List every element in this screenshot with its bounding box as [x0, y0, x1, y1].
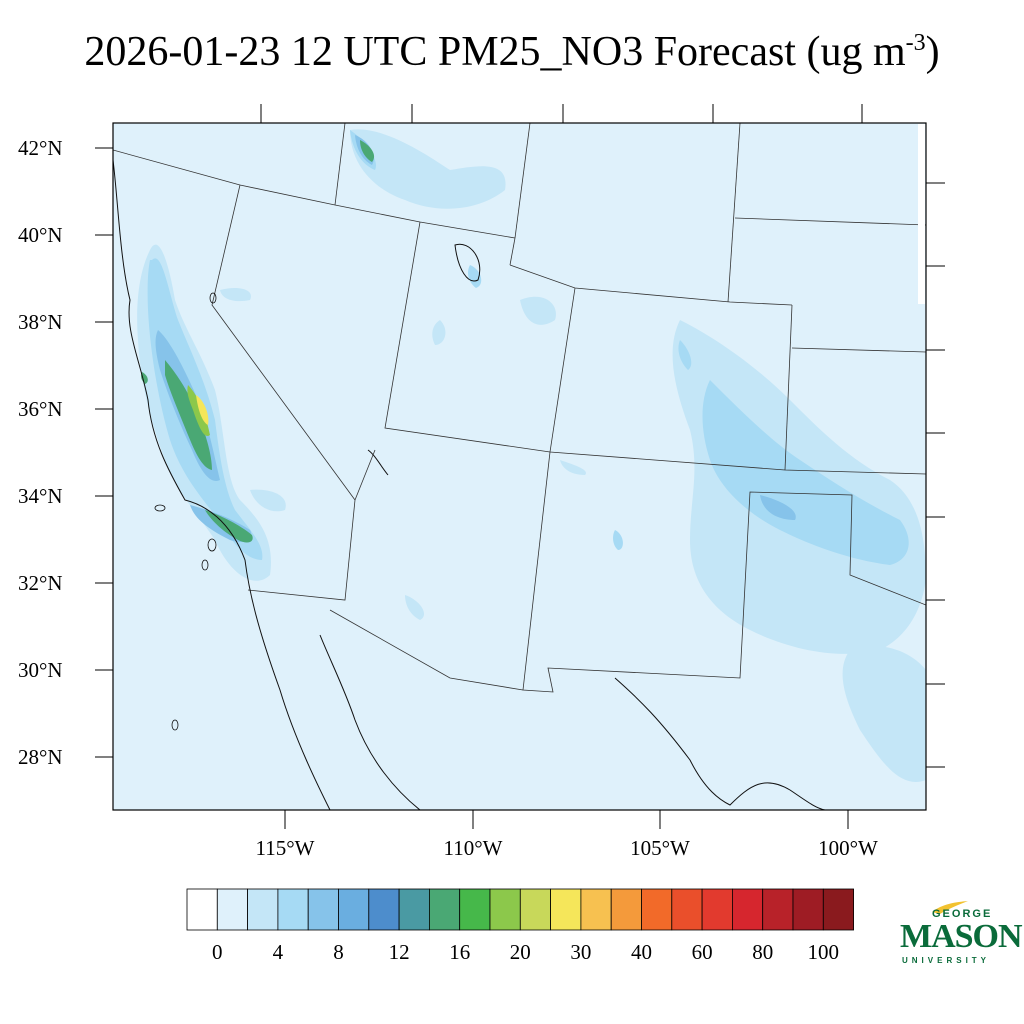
colorbar-tick-label: 80	[752, 940, 774, 964]
colorbar-tick-label: 16	[449, 940, 471, 964]
colorbar-swatch	[216, 888, 249, 931]
colorbar-tick-label: 30	[570, 940, 592, 964]
colorbar-swatch	[338, 888, 370, 931]
colorbar-swatch	[822, 888, 854, 931]
colorbar-tick-label: 12	[388, 940, 410, 964]
colorbar-swatch	[550, 888, 582, 931]
colorbar-swatch	[701, 888, 733, 931]
lat-label-36: 36°N	[18, 397, 63, 421]
colorbar-swatch	[519, 888, 551, 931]
colorbar-swatch	[610, 888, 642, 931]
colorbar-tick-label: 100	[807, 940, 840, 964]
colorbar-swatch	[762, 888, 794, 931]
colorbar-tick-label: 8	[333, 940, 344, 964]
lon-label-105: 105°W	[630, 836, 690, 860]
colorbar-tick-label: 4	[272, 940, 284, 964]
concentration-yellow	[196, 395, 209, 425]
colorbar-swatch	[792, 888, 824, 931]
map-title: 2026-01-23 12 UTC PM25_NO3 Forecast (ug …	[84, 29, 940, 75]
lat-label-30: 30°N	[18, 658, 63, 682]
colorbar-tick-label: 40	[631, 940, 652, 964]
colorbar-swatch	[398, 888, 430, 931]
logo-top-text: GEORGE	[932, 908, 993, 920]
colorbar-swatch	[580, 888, 612, 931]
lat-label-28: 28°N	[18, 745, 63, 769]
lon-label-115: 115°W	[255, 836, 315, 860]
state-boundaries	[113, 123, 926, 693]
gmu-logo: GEORGE MASON UNIVERSITY	[898, 900, 1023, 970]
colorbar-swatch	[307, 888, 339, 931]
colorbar-swatch	[186, 888, 218, 931]
lat-label-38: 38°N	[18, 310, 63, 334]
colorbar-swatch	[428, 888, 461, 931]
logo-bottom-text: UNIVERSITY	[902, 956, 991, 965]
colorbar-tick-label: 20	[509, 940, 531, 964]
colorbar-swatch	[247, 888, 279, 931]
colorbar-swatch	[368, 888, 400, 931]
lat-label-42: 42°N	[18, 136, 63, 160]
logo-main-text: MASON	[900, 918, 1023, 955]
colorbar-swatch	[489, 888, 521, 931]
lon-label-110: 110°W	[443, 836, 503, 860]
islands	[154, 292, 217, 731]
lat-label-40: 40°N	[18, 223, 63, 247]
lat-label-34: 34°N	[18, 484, 63, 508]
colorbar-swatch	[459, 888, 491, 931]
coastlines	[113, 159, 826, 810]
colorbar-swatch	[277, 888, 309, 931]
title-exponent: -3	[905, 30, 926, 56]
concentration-light-green	[187, 385, 210, 436]
axis-ticks	[95, 104, 945, 829]
logo-swoosh-icon	[932, 901, 968, 914]
colorbar	[186, 888, 854, 931]
map-frame	[112, 122, 927, 811]
concentration-green	[141, 140, 375, 543]
colorbar-swatch	[671, 888, 703, 931]
colorbar-tick-label: 60	[691, 940, 713, 964]
lat-label-32: 32°N	[18, 571, 63, 595]
colorbar-swatch	[732, 888, 764, 931]
colorbar-tick-label: 0	[212, 940, 223, 964]
lon-label-100: 100°W	[818, 836, 878, 860]
colorbar-swatch	[641, 888, 673, 931]
